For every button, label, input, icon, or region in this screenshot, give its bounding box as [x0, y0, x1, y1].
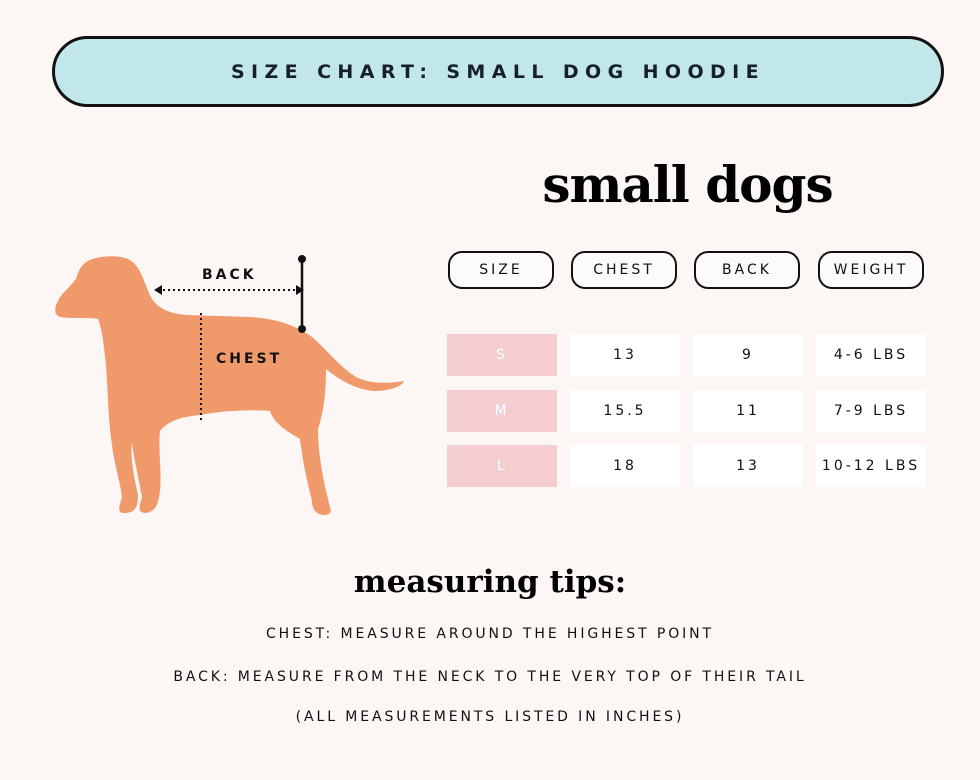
row-l-size: L	[447, 445, 557, 487]
row-l-chest: 18	[570, 445, 680, 487]
header-weight: WEIGHT	[818, 251, 924, 289]
title-banner: SIZE CHART: SMALL DOG HOODIE	[52, 36, 944, 107]
row-l-back: 13	[693, 445, 803, 487]
header-chest: CHEST	[571, 251, 677, 289]
tip-back: BACK: MEASURE FROM THE NECK TO THE VERY …	[173, 669, 807, 685]
row-m-weight: 7-9 LBS	[816, 390, 926, 432]
section-title: small dogs	[542, 155, 833, 214]
tip-units: (ALL MEASUREMENTS LISTED IN INCHES)	[295, 709, 685, 725]
header-size: SIZE	[448, 251, 554, 289]
row-m-size: M	[447, 390, 557, 432]
dog-diagram: BACK CHEST	[50, 245, 410, 525]
row-s-size: S	[447, 334, 557, 376]
dog-silhouette-icon	[55, 255, 404, 515]
back-label: BACK	[202, 267, 257, 283]
row-s-back: 9	[693, 334, 803, 376]
row-m-chest: 15.5	[570, 390, 680, 432]
banner-title: SIZE CHART: SMALL DOG HOODIE	[230, 60, 766, 83]
row-s-weight: 4-6 LBS	[816, 334, 926, 376]
chest-label: CHEST	[216, 351, 283, 367]
header-back: BACK	[694, 251, 800, 289]
row-m-back: 11	[693, 390, 803, 432]
row-l-weight: 10-12 LBS	[816, 445, 926, 487]
tips-title: measuring tips:	[353, 564, 627, 600]
row-s-chest: 13	[570, 334, 680, 376]
tip-chest: CHEST: MEASURE AROUND THE HIGHEST POINT	[265, 626, 714, 642]
